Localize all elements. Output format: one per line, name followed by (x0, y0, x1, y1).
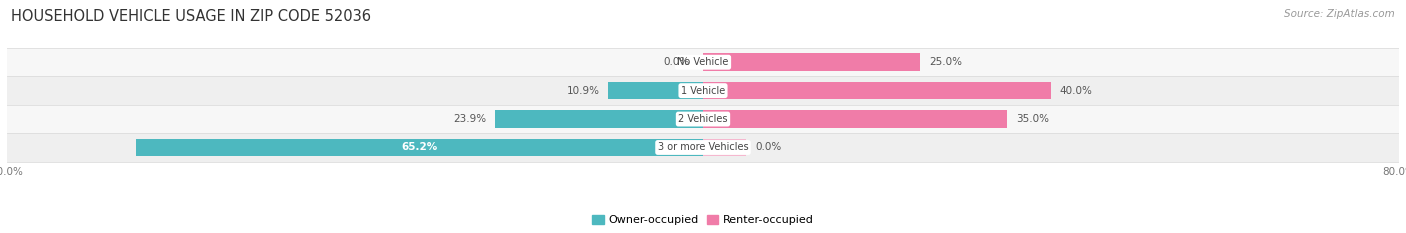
Bar (609, 82, 703, 99)
Bar (7, 105, 1399, 133)
Text: 0.0%: 0.0% (664, 57, 690, 67)
Bar (703, 139, 747, 156)
Legend: Owner-occupied, Renter-occupied: Owner-occupied, Renter-occupied (588, 211, 818, 230)
Bar (703, 82, 1052, 99)
Bar (703, 110, 1008, 128)
Text: 25.0%: 25.0% (929, 57, 962, 67)
Bar (136, 139, 703, 156)
Bar (703, 53, 921, 71)
Text: HOUSEHOLD VEHICLE USAGE IN ZIP CODE 52036: HOUSEHOLD VEHICLE USAGE IN ZIP CODE 5203… (11, 9, 371, 24)
Text: 40.0%: 40.0% (1060, 86, 1092, 96)
Bar (7, 133, 1399, 162)
Text: 1 Vehicle: 1 Vehicle (681, 86, 725, 96)
Bar (7, 76, 1399, 105)
Text: 2 Vehicles: 2 Vehicles (678, 114, 728, 124)
Text: Source: ZipAtlas.com: Source: ZipAtlas.com (1284, 9, 1395, 19)
Text: 3 or more Vehicles: 3 or more Vehicles (658, 142, 748, 152)
Text: 10.9%: 10.9% (567, 86, 599, 96)
Text: 35.0%: 35.0% (1017, 114, 1049, 124)
Bar (7, 48, 1399, 76)
Text: 23.9%: 23.9% (453, 114, 486, 124)
Bar (495, 110, 703, 128)
Text: No Vehicle: No Vehicle (678, 57, 728, 67)
Text: 0.0%: 0.0% (755, 142, 782, 152)
Text: 65.2%: 65.2% (401, 142, 437, 152)
